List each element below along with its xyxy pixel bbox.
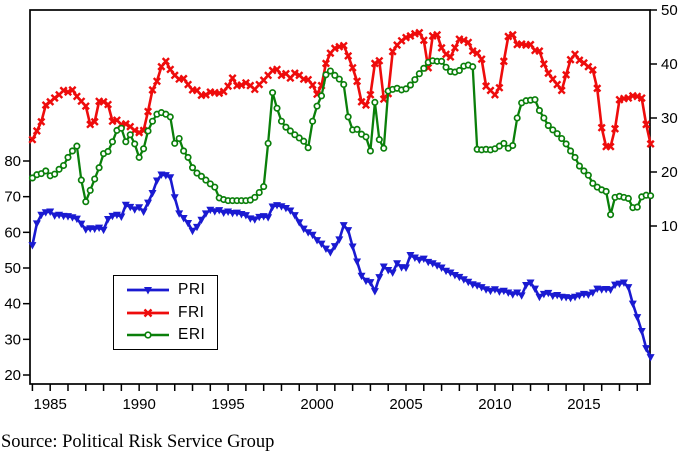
legend-label-eri: ERI <box>178 325 206 343</box>
y-right-tick-label: 10 <box>661 218 678 235</box>
legend-sample-pri-icon <box>127 287 169 295</box>
series-eri-markers <box>28 57 655 219</box>
x-axis-tick-label: 2000 <box>300 396 333 413</box>
x-axis-tick-label: 1990 <box>122 396 155 413</box>
legend-box: PRI FRI ERI <box>113 275 218 350</box>
legend-item-pri: PRI <box>125 280 217 300</box>
x-axis-tick-label: 2015 <box>567 396 600 413</box>
y-left-tick-label: 40 <box>4 296 21 313</box>
y-left-tick-label: 30 <box>4 331 21 348</box>
legend-item-eri: ERI <box>125 325 217 345</box>
y-left-tick-label: 50 <box>4 260 21 277</box>
x-axis-tick-label: 2005 <box>389 396 422 413</box>
y-left-tick-label: 80 <box>4 153 21 170</box>
y-left-tick-label: 60 <box>4 224 21 241</box>
series-pri-markers <box>28 171 655 362</box>
legend-sample-eri-icon <box>127 331 169 339</box>
y-right-tick-label: 40 <box>661 56 678 73</box>
legend-sample-fri-icon <box>127 308 169 317</box>
legend-label-fri: FRI <box>178 303 205 321</box>
y-right-tick-label: 30 <box>661 110 678 127</box>
y-left-tick-label: 70 <box>4 189 21 206</box>
x-axis-tick-label: 2010 <box>478 396 511 413</box>
legend-label-pri: PRI <box>178 281 206 299</box>
y-left-tick-label: 20 <box>4 367 21 384</box>
x-axis-tick-label: 1995 <box>211 396 244 413</box>
series-fri-markers <box>28 28 655 151</box>
legend-item-fri: FRI <box>125 303 217 323</box>
source-caption: Source: Political Risk Service Group <box>1 432 275 452</box>
y-right-tick-label: 50 <box>661 2 678 19</box>
x-axis-tick-label: 1985 <box>34 396 67 413</box>
y-right-tick-label: 20 <box>661 164 678 181</box>
